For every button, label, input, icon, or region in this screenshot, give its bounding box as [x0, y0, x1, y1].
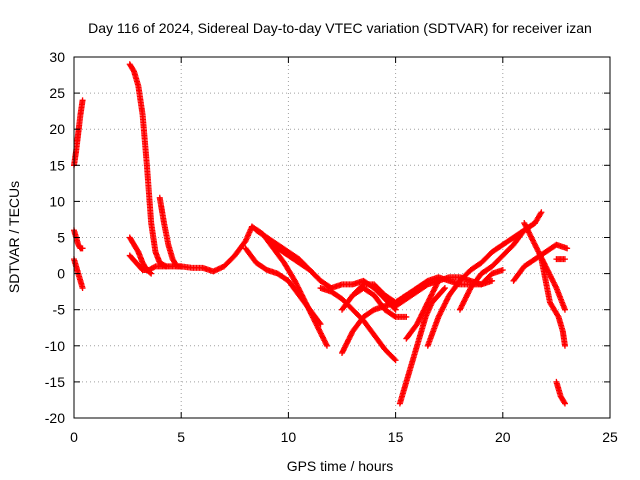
- data-series: [263, 234, 324, 284]
- data-point: [561, 400, 568, 407]
- x-tick-label: 0: [70, 429, 78, 445]
- data-point: [489, 277, 496, 284]
- data-layer: [71, 61, 571, 407]
- data-point: [79, 245, 86, 252]
- y-tick-label: -10: [45, 338, 65, 354]
- data-point: [561, 256, 568, 263]
- data-point: [323, 342, 330, 349]
- data-series: [349, 285, 410, 320]
- data-series: [403, 277, 442, 342]
- y-tick-label: 5: [57, 230, 65, 246]
- data-point: [403, 313, 410, 320]
- data-point: [392, 357, 399, 364]
- data-point: [440, 286, 447, 293]
- y-tick-label: -15: [45, 374, 65, 390]
- x-tick-label: 15: [388, 429, 404, 445]
- data-point: [499, 266, 506, 273]
- data-point: [561, 342, 568, 349]
- data-series: [242, 245, 324, 328]
- data-point: [151, 264, 158, 271]
- data-point: [531, 220, 538, 227]
- data-series: [156, 194, 185, 270]
- data-series: [538, 256, 568, 349]
- data-point: [317, 321, 324, 328]
- data-point: [561, 399, 568, 406]
- data-point: [538, 209, 545, 216]
- data-series: [553, 256, 568, 263]
- data-point: [391, 356, 398, 363]
- y-axis-label: SDTVAR / TECUs: [6, 181, 22, 293]
- data-point: [317, 277, 324, 284]
- data-series: [71, 227, 86, 252]
- data-series: [424, 209, 545, 349]
- x-axis-label: GPS time / hours: [287, 458, 394, 474]
- data-point: [561, 306, 568, 313]
- data-point: [554, 312, 561, 319]
- data-series: [126, 61, 170, 270]
- data-point: [316, 319, 323, 326]
- x-tick-label: 10: [281, 429, 297, 445]
- data-series: [396, 285, 448, 407]
- data-series: [328, 277, 399, 313]
- x-tick-label: 5: [177, 429, 185, 445]
- data-series: [521, 220, 568, 313]
- data-point: [564, 245, 571, 252]
- data-point: [391, 313, 398, 320]
- y-tick-label: 15: [49, 157, 65, 173]
- y-tick-label: 10: [49, 193, 65, 209]
- y-tick-label: -20: [45, 410, 65, 426]
- data-point: [79, 285, 86, 292]
- data-point: [79, 97, 86, 104]
- data-point: [530, 220, 537, 227]
- y-tick-label: 20: [49, 121, 65, 137]
- y-tick-label: 25: [49, 85, 65, 101]
- data-point: [441, 285, 448, 292]
- data-series: [392, 266, 506, 310]
- y-tick-label: 30: [49, 49, 65, 65]
- data-point: [178, 263, 185, 270]
- y-tick-label: 0: [57, 266, 65, 282]
- data-series: [456, 220, 538, 313]
- chart-title: Day 116 of 2024, Sidereal Day-to-day VTE…: [88, 20, 592, 36]
- data-series: [553, 378, 568, 407]
- y-tick-label: -5: [53, 302, 66, 318]
- x-tick-label: 25: [602, 429, 618, 445]
- data-point: [435, 277, 442, 284]
- data-point: [316, 276, 323, 283]
- data-point: [148, 270, 155, 277]
- tick-layer: 0 5 10 15 20 25 -20 -15 -10 -5 0 5 10 15 20 25 30: [45, 49, 618, 445]
- x-tick-label: 20: [495, 429, 511, 445]
